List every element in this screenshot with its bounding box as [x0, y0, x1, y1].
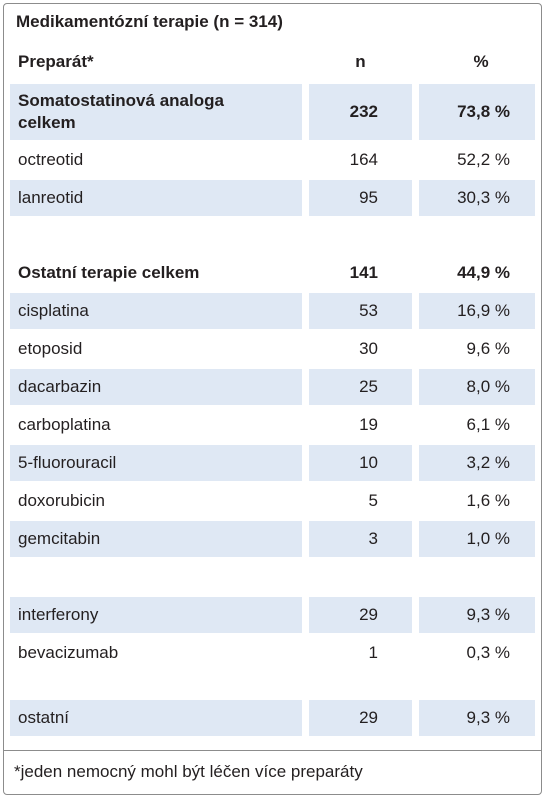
row-shading: [309, 369, 412, 405]
percent: 52,2 %: [457, 150, 510, 169]
drug-name: lanreotid: [18, 188, 84, 207]
row-shading: [419, 700, 535, 736]
count: 30: [359, 339, 378, 358]
column-header: n: [355, 52, 366, 71]
row-shading: [419, 293, 535, 329]
row-shading: [10, 369, 302, 405]
percent: 8,0 %: [466, 377, 510, 396]
row-shading: [309, 597, 412, 633]
count: 164: [349, 150, 378, 169]
row-shading: [10, 180, 302, 216]
row-shading: [10, 700, 302, 736]
drug-name: Somatostatinová analoga celkem: [18, 91, 224, 132]
row-shading: [419, 369, 535, 405]
row-shading: [419, 521, 535, 557]
count: 3: [368, 529, 378, 548]
row-shading: [309, 84, 412, 140]
percent: 73,8 %: [457, 102, 510, 121]
column-header: %: [473, 52, 489, 71]
drug-name: carboplatina: [18, 415, 111, 434]
percent: 9,3 %: [466, 605, 510, 624]
drug-name: gemcitabin: [18, 529, 101, 548]
count: 5: [368, 491, 378, 510]
row-shading: [10, 293, 302, 329]
drug-name: octreotid: [18, 150, 84, 169]
row-shading: [309, 445, 412, 481]
drug-name: bevacizumab: [18, 643, 119, 662]
drug-name: etoposid: [18, 339, 83, 358]
count: 25: [359, 377, 378, 396]
row-shading: [309, 293, 412, 329]
percent: 3,2 %: [466, 453, 510, 472]
column-header: Preparát*: [18, 52, 94, 71]
count: 1: [368, 643, 378, 662]
row-shading: [419, 180, 535, 216]
percent: 1,6 %: [466, 491, 510, 510]
row-shading: [419, 445, 535, 481]
drug-name: dacarbazin: [18, 377, 102, 396]
footnote-separator: [4, 750, 541, 751]
row-shading: [10, 521, 302, 557]
percent: 6,1 %: [466, 415, 510, 434]
row-shading: [10, 597, 302, 633]
row-shading: [419, 597, 535, 633]
row-shading: [419, 84, 535, 140]
count: 19: [359, 415, 378, 434]
percent: 16,9 %: [457, 301, 510, 320]
count: 10: [359, 453, 378, 472]
count: 53: [359, 301, 378, 320]
percent: 9,3 %: [466, 708, 510, 727]
row-shading: [309, 700, 412, 736]
count: 29: [359, 708, 378, 727]
row-shading: [309, 521, 412, 557]
table-frame: [3, 3, 542, 795]
percent: 0,3 %: [466, 643, 510, 662]
count: 141: [349, 263, 378, 282]
row-shading: [309, 180, 412, 216]
drug-name: 5-fluorouracil: [18, 453, 117, 472]
drug-name: Ostatní terapie celkem: [18, 263, 200, 282]
percent: 9,6 %: [466, 339, 510, 358]
row-shading: [10, 445, 302, 481]
footnote: *jeden nemocný mohl být léčen více prepa…: [14, 762, 363, 781]
drug-name: ostatní: [18, 708, 70, 727]
percent: 1,0 %: [466, 529, 510, 548]
count: 95: [359, 188, 378, 207]
percent: 30,3 %: [457, 188, 510, 207]
count: 29: [359, 605, 378, 624]
drug-name: interferony: [18, 605, 99, 624]
drug-name: doxorubicin: [18, 491, 105, 510]
table-title: Medikamentózní terapie (n = 314): [16, 12, 283, 31]
drug-name: cisplatina: [18, 301, 89, 320]
count: 232: [349, 102, 378, 121]
percent: 44,9 %: [457, 263, 510, 282]
row-shading: [10, 84, 302, 140]
